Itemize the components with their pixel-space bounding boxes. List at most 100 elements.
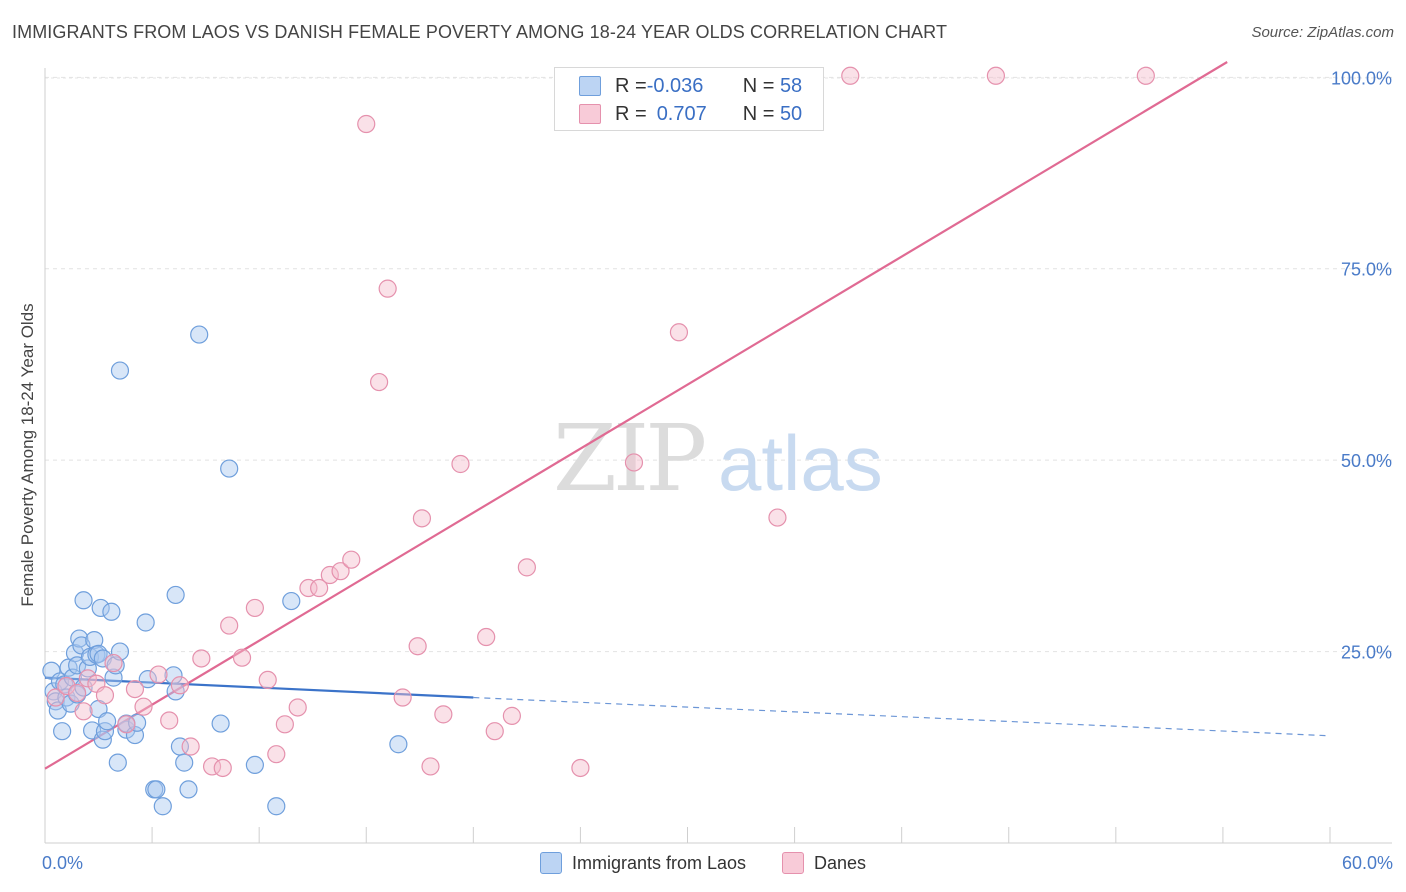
legend-row-laos: R = -0.036 N = 58: [555, 72, 802, 100]
trendline-laos: [44, 676, 474, 699]
point-laos: [153, 797, 172, 816]
point-laos: [190, 325, 209, 344]
point-danes: [134, 697, 153, 716]
point-danes: [378, 279, 397, 298]
point-danes: [310, 578, 329, 598]
point-laos: [166, 585, 185, 605]
legend-r-label: R =: [615, 102, 647, 125]
point-danes: [181, 737, 200, 756]
point-danes: [95, 686, 115, 705]
point-laos: [110, 361, 130, 380]
point-danes: [288, 698, 307, 717]
gridlines: [45, 76, 1392, 653]
point-danes: [46, 688, 65, 707]
point-danes: [232, 648, 252, 667]
tick-labels: 25.0% 50.0% 75.0% 100.0% 0.0% 60.0%: [42, 68, 1393, 873]
watermark-zip: ZIP: [553, 405, 704, 512]
legend-n-label: N =: [742, 74, 780, 97]
legend-swatch-pink: [579, 104, 601, 124]
y-tick-label: 100.0%: [1331, 68, 1392, 88]
legend-item-laos[interactable]: Immigrants from Laos: [539, 852, 747, 874]
point-danes: [149, 665, 168, 684]
point-danes: [192, 649, 211, 668]
point-laos: [282, 591, 301, 611]
point-laos: [220, 459, 239, 478]
legend-item-danes[interactable]: Danes: [782, 852, 866, 874]
point-danes: [320, 565, 339, 585]
point-danes: [571, 758, 590, 778]
point-danes: [331, 562, 350, 581]
point-danes: [485, 722, 504, 741]
point-danes: [841, 66, 860, 85]
point-laos: [138, 670, 157, 689]
y-tick-label: 75.0%: [1341, 260, 1392, 280]
point-danes: [421, 757, 440, 776]
point-laos: [175, 753, 194, 772]
x-tick-label: 60.0%: [1342, 853, 1393, 873]
point-danes: [1136, 66, 1155, 85]
point-laos: [136, 613, 155, 632]
point-danes: [477, 627, 496, 647]
point-danes: [78, 669, 97, 688]
point-danes: [357, 114, 376, 134]
trendline-laos-extension: [473, 696, 1331, 737]
data-points: [42, 66, 1155, 816]
legend-label-danes: Danes: [814, 852, 867, 873]
watermark-atlas: atlas: [718, 419, 883, 507]
correlation-legend: R = -0.036 N = 58 R = 0.707 N = 50: [554, 67, 824, 131]
point-danes: [258, 670, 277, 690]
point-danes: [408, 637, 427, 656]
trendline-danes: [44, 61, 1228, 770]
point-laos: [91, 598, 110, 618]
point-laos: [211, 714, 230, 733]
point-laos: [164, 666, 183, 685]
series-legend: Immigrants from Laos Danes: [0, 852, 1406, 874]
point-danes: [117, 715, 136, 734]
point-danes: [220, 616, 239, 635]
legend-r-value: 0.707: [656, 102, 707, 125]
legend-swatch-blue: [579, 76, 601, 96]
point-laos: [78, 659, 97, 678]
legend-row-danes: R = 0.707 N = 50: [555, 100, 802, 128]
point-danes: [170, 676, 190, 695]
source-credit: Source: ZipAtlas.com: [1251, 24, 1394, 41]
point-danes: [125, 679, 145, 699]
point-laos: [267, 797, 286, 816]
legend-r-value: -0.036: [646, 74, 704, 97]
point-danes: [502, 706, 521, 725]
point-laos: [74, 591, 93, 610]
point-laos: [53, 722, 72, 741]
point-danes: [275, 715, 294, 734]
point-danes: [669, 323, 689, 342]
chart-title: IMMIGRANTS FROM LAOS VS DANISH FEMALE PO…: [12, 22, 948, 42]
point-danes: [213, 758, 232, 778]
axes: [44, 68, 1392, 844]
point-danes: [299, 578, 318, 598]
point-laos: [106, 656, 125, 675]
point-danes: [412, 509, 432, 528]
point-danes: [104, 653, 123, 673]
point-danes: [434, 705, 453, 724]
point-laos: [245, 755, 264, 775]
legend-r-label: R =: [615, 74, 647, 97]
legend-swatch-blue: [539, 852, 562, 874]
legend-swatch-pink: [782, 852, 805, 874]
legend-n-value: 50: [779, 102, 803, 125]
point-laos: [70, 629, 89, 648]
point-danes: [517, 558, 536, 577]
trend-lines: [44, 61, 1331, 770]
point-laos: [147, 780, 166, 799]
point-danes: [986, 66, 1006, 85]
point-danes: [342, 550, 361, 569]
point-laos: [98, 712, 117, 731]
point-danes: [245, 598, 264, 618]
point-laos: [85, 630, 104, 650]
legend-label-laos: Immigrants from Laos: [571, 852, 747, 873]
point-danes: [768, 508, 787, 527]
legend-n-label: N =: [742, 102, 780, 125]
point-laos: [68, 656, 87, 675]
point-laos: [102, 602, 121, 621]
point-laos: [110, 642, 130, 661]
point-danes: [393, 688, 412, 707]
